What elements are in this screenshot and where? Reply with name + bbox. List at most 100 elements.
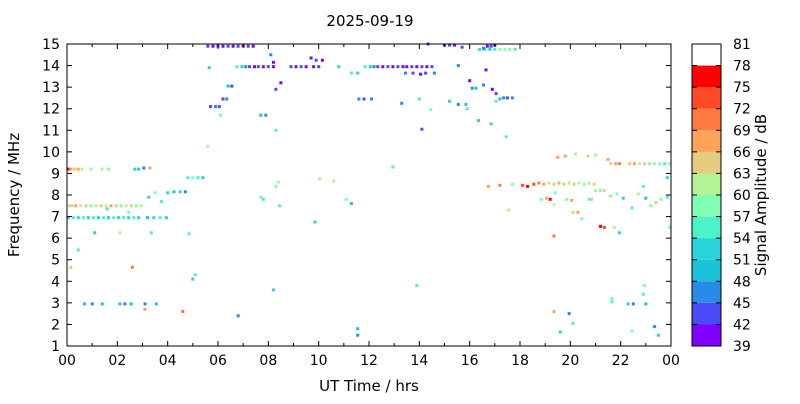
data-point [478,47,482,51]
data-point [460,45,464,49]
data-point [68,204,71,208]
data-point [206,44,210,48]
data-point [415,65,419,69]
data-point [580,217,584,221]
x-tick-label: 06 [209,353,227,369]
y-tick-label: 8 [51,188,60,204]
data-point [565,197,569,201]
data-point [119,204,123,208]
data-point [484,68,488,72]
data-point [158,216,162,220]
data-point [386,65,390,69]
data-point [602,189,606,193]
data-point [617,231,621,235]
data-point [139,204,143,208]
colorbar-tick-label: 39 [733,339,751,355]
data-point [488,47,492,51]
data-point [487,184,490,188]
data-point [653,325,657,329]
data-point [118,231,122,235]
data-point [211,44,215,48]
data-point [129,302,133,306]
data-point [259,113,263,117]
data-point [94,204,98,208]
x-tick-label: 08 [259,353,277,369]
data-point [91,216,95,220]
data-point [86,216,90,220]
data-point [118,302,122,306]
x-axis-label: UT Time / hrs [319,377,419,395]
data-point [558,330,562,334]
data-point [109,204,113,208]
colorbar-band [692,216,721,239]
data-point [320,58,324,62]
colorbar-tick-label: 63 [733,166,751,182]
colorbar-tick-label: 66 [733,145,751,161]
data-point [594,153,597,157]
data-point [420,65,424,69]
data-point [76,248,80,252]
colorbar-label: Signal Amplitude / dB [752,114,770,276]
data-point [609,162,613,166]
data-point [363,65,367,69]
data-point [226,44,230,48]
data-point [349,202,353,206]
data-point [381,65,385,69]
colorbar-tick-label: 57 [733,210,751,226]
data-point [130,265,134,269]
data-point [490,87,494,91]
data-point [606,157,610,161]
data-point [609,194,613,198]
data-point [84,204,88,208]
data-point [276,180,280,184]
data-point [614,162,618,166]
data-point [309,56,313,60]
data-point [572,182,576,186]
data-point [149,231,153,235]
data-point [448,43,451,47]
data-point [69,265,73,269]
y-axis-label: Frequency / MHz [5,133,23,257]
colorbar-tick-label: 69 [733,123,751,139]
x-tick-label: 10 [310,353,328,369]
data-point [665,195,669,199]
chart-title: 2025-09-19 [326,12,413,30]
data-point [183,190,187,194]
data-point [552,234,556,238]
x-tick-label: 04 [159,353,177,369]
data-point [122,216,126,220]
data-point [643,284,647,288]
y-tick-label: 9 [51,166,60,182]
data-point [246,44,250,48]
colorbar-tick-label: 78 [733,59,751,75]
data-point [503,47,507,51]
data-point [230,84,234,88]
data-point [209,105,212,109]
data-point [137,167,141,171]
data-point [372,65,376,69]
data-point [81,216,85,220]
data-point [193,273,197,277]
data-point [504,135,508,139]
y-tick-label: 7 [51,210,60,226]
data-point [274,128,278,132]
data-point [641,292,645,296]
data-point [630,329,634,333]
data-point [557,181,561,185]
data-point [502,96,506,100]
colorbar-band [692,281,721,303]
data-point [494,99,498,103]
y-tick-label: 15 [42,37,60,53]
data-point [294,65,298,69]
data-point [425,65,429,69]
data-point [271,60,275,64]
data-point [253,65,256,69]
data-point [235,65,239,69]
data-point [152,216,156,220]
data-point [90,302,94,306]
data-point [532,182,536,186]
data-point [66,216,70,220]
data-point [599,224,602,228]
data-point [420,127,424,131]
data-point [93,231,97,235]
